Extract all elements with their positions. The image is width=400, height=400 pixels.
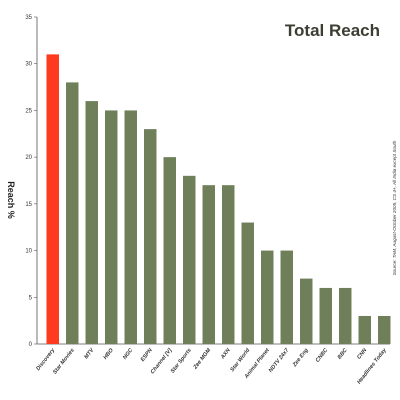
bar-star-world — [241, 222, 254, 344]
category-label: HBO — [103, 347, 116, 361]
y-axis-ticks: 0 5 10 15 20 25 30 35 — [25, 15, 37, 348]
category-label: ESPN — [140, 347, 155, 363]
y-tick-label: 5 — [29, 295, 33, 301]
y-tick-label: 35 — [25, 15, 32, 21]
y-tick-label: 15 — [25, 202, 32, 208]
bar-cnbc — [319, 287, 332, 344]
y-tick-label: 25 — [25, 108, 32, 114]
bar-zee-mgm — [202, 185, 215, 344]
y-tick-label: 0 — [29, 342, 33, 348]
bar-espn — [144, 129, 157, 344]
bar-ngc — [124, 110, 137, 344]
bar-mtv — [85, 101, 98, 344]
y-tick-label: 10 — [25, 249, 32, 255]
category-label: Zee Eng — [291, 347, 310, 369]
bar-discovery — [46, 54, 59, 344]
category-label: BBC — [337, 347, 350, 361]
y-tick-label: 30 — [25, 62, 32, 68]
category-label: Discovery — [35, 347, 56, 372]
bar-ndtv-24x7 — [280, 250, 293, 344]
category-label: CNN — [356, 347, 369, 361]
category-label: MTV — [83, 347, 96, 361]
y-axis-label: Reach % — [6, 181, 16, 219]
bar-channel-v — [163, 157, 176, 344]
bar-bbc — [339, 287, 352, 344]
source-note: Source: TAM, August-October 2005, CS 4+,… — [392, 140, 397, 275]
category-label: CNBC — [315, 347, 330, 364]
category-label: Star Sports — [170, 348, 193, 375]
category-label: Zee MGM — [192, 347, 213, 371]
category-label: AXN — [219, 347, 232, 361]
chart-title: Total Reach — [285, 21, 380, 40]
bar-star-sports — [183, 175, 196, 344]
category-label: NGC — [122, 347, 135, 361]
bar-zee-eng — [300, 278, 313, 344]
bar-hbo — [105, 110, 118, 344]
bar-animal-planet — [261, 250, 274, 344]
chart-bars — [46, 54, 391, 345]
bar-headlines-today — [378, 315, 391, 344]
bar-axn — [222, 185, 235, 344]
category-label: NDTV 24x7 — [268, 347, 291, 374]
y-tick-label: 20 — [25, 155, 32, 161]
bar-star-movies — [66, 82, 79, 345]
bar-cnn — [358, 315, 371, 344]
